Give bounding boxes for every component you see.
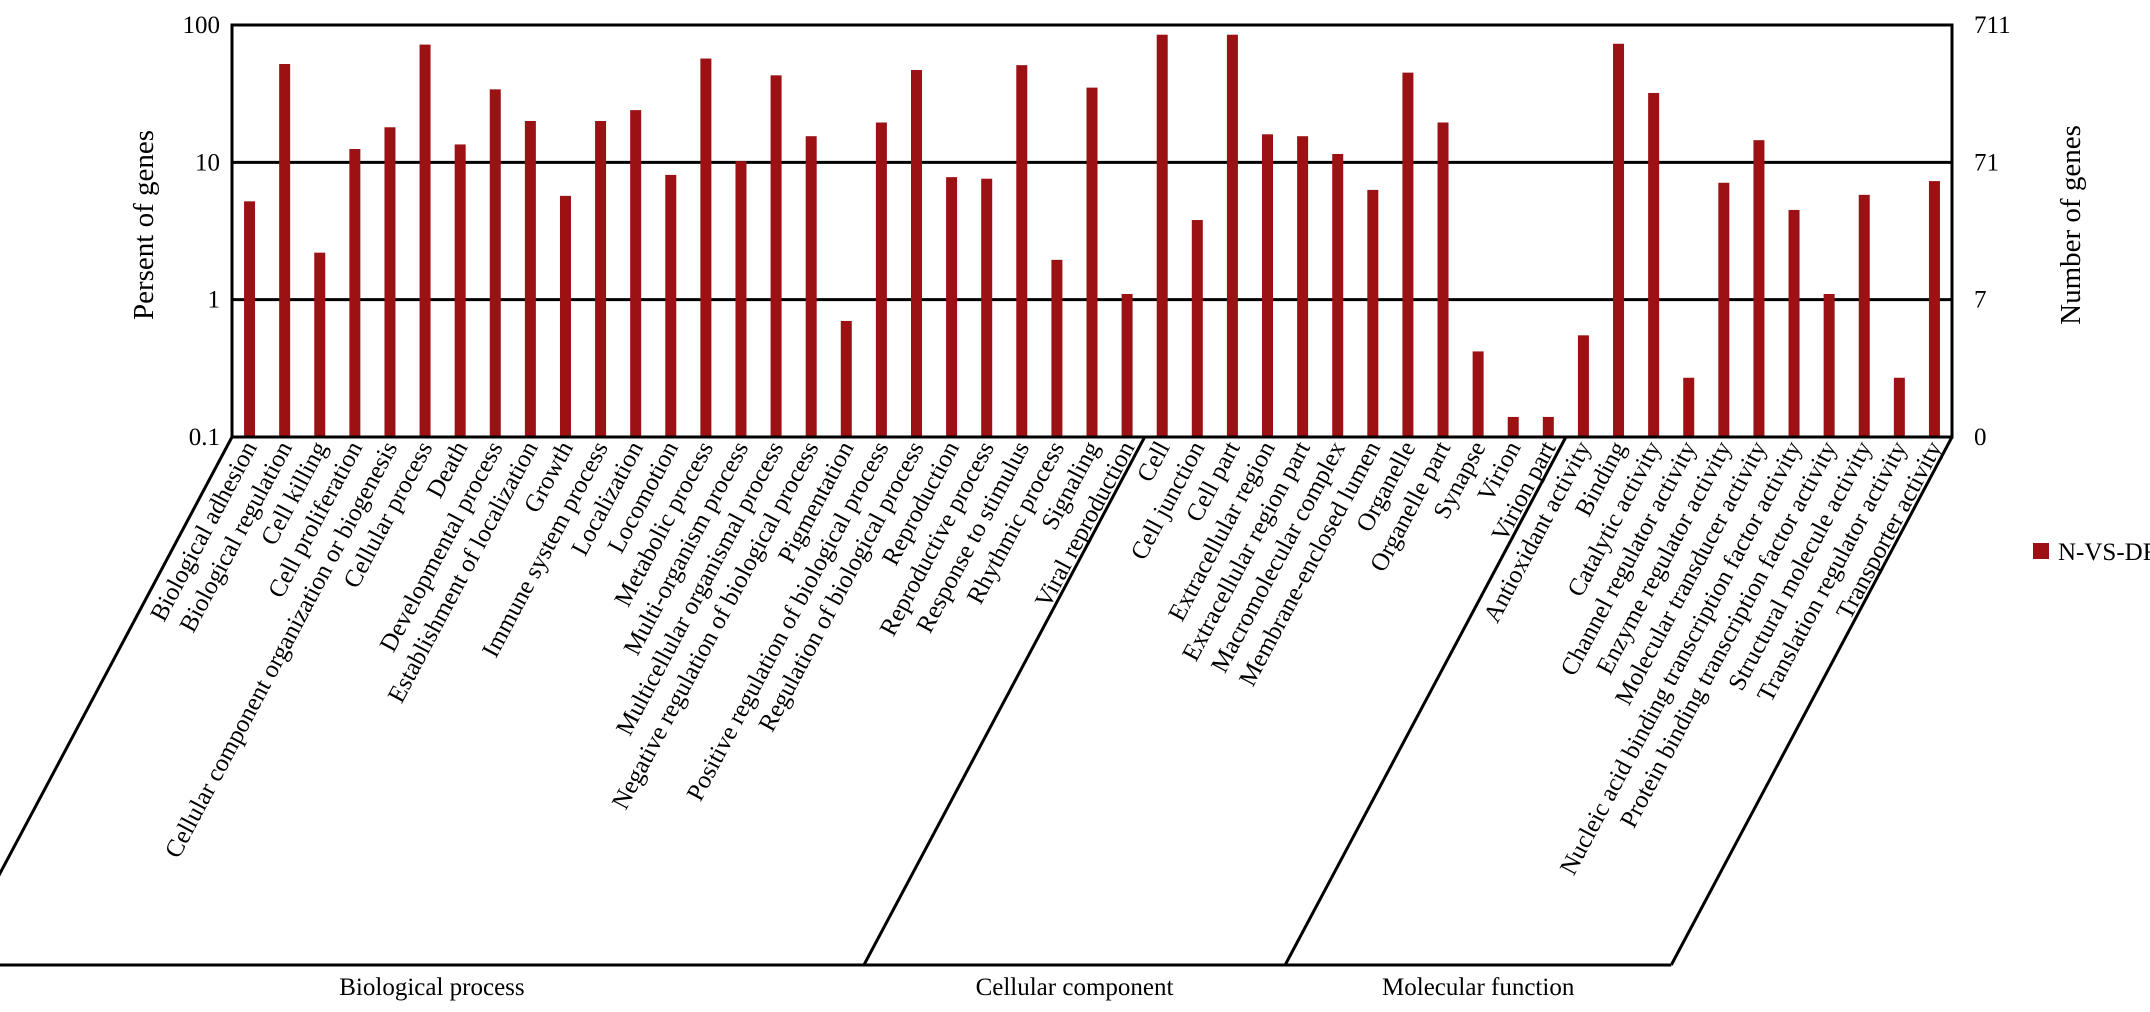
- bar: [946, 177, 958, 437]
- y-axis-title-right: Number of genes: [2055, 125, 2087, 325]
- bar: [279, 64, 291, 438]
- legend-swatch: [2033, 543, 2049, 559]
- y-tick-label-left: 10: [195, 149, 220, 176]
- bar: [1437, 122, 1449, 437]
- bar: [1928, 181, 1940, 437]
- group-divider: [1283, 436, 1568, 966]
- group-divider: [862, 436, 1146, 966]
- bar: [1016, 65, 1028, 437]
- y-tick-label-right: 71: [1974, 149, 1999, 176]
- bar: [1507, 416, 1519, 437]
- bar: [1051, 259, 1063, 437]
- group-divider: [1669, 436, 1954, 966]
- bar: [489, 89, 501, 437]
- bar: [1858, 194, 1870, 437]
- bar: [981, 178, 993, 437]
- bar: [630, 110, 642, 438]
- bar: [454, 144, 466, 438]
- bar: [1613, 43, 1625, 438]
- bar: [1402, 72, 1414, 437]
- bar: [700, 58, 712, 437]
- bar: [1367, 189, 1379, 437]
- bar: [1753, 140, 1765, 438]
- bar: [1893, 377, 1905, 437]
- group-label: Cellular component: [976, 974, 1174, 1001]
- group-label: Molecular function: [1382, 974, 1575, 1001]
- group-divider: [0, 436, 234, 877]
- y-tick-label-right: 7: [1974, 287, 1987, 314]
- bar: [384, 127, 396, 437]
- axes: 0.1 1 10 100 0 7 71 711: [183, 12, 2011, 451]
- bar: [840, 320, 852, 437]
- bar: [1648, 92, 1660, 437]
- bar: [770, 75, 782, 437]
- y-axis-title-left: Persent of genes: [128, 130, 160, 320]
- bar: [665, 174, 677, 437]
- bars: [244, 34, 1940, 438]
- bar: [419, 44, 431, 437]
- bar: [1156, 34, 1168, 437]
- bar: [1226, 34, 1238, 437]
- legend: N-VS-DR16W: [2033, 539, 2150, 566]
- bar: [1683, 377, 1695, 437]
- bar: [1718, 182, 1730, 437]
- bar: [805, 136, 817, 437]
- y-tick-label-right: 711: [1974, 12, 2011, 39]
- bar: [1297, 136, 1309, 437]
- group-labels: Biological process Cellular component Mole…: [0, 436, 1954, 1001]
- bar: [735, 161, 747, 438]
- bar: [1121, 293, 1133, 437]
- bar: [349, 149, 361, 437]
- bar: [875, 122, 887, 437]
- bar: [559, 195, 571, 437]
- bar: [1577, 335, 1589, 437]
- y-tick-label-right: 0: [1974, 424, 1987, 451]
- bar: [595, 120, 607, 437]
- bar: [1262, 134, 1274, 438]
- y-tick-label-left: 100: [183, 12, 221, 39]
- bar: [1542, 416, 1554, 437]
- y-tick-label-left: 1: [208, 287, 221, 314]
- group-label: Biological process: [339, 974, 524, 1001]
- bar: [1332, 153, 1344, 437]
- bar: [910, 70, 922, 437]
- legend-label: N-VS-DR16W: [2058, 539, 2150, 566]
- plot-frame: [230, 23, 1954, 439]
- bar: [1086, 87, 1098, 437]
- bar: [1472, 351, 1484, 437]
- bar: [1788, 209, 1800, 437]
- bar: [524, 120, 536, 437]
- bar: [244, 201, 256, 437]
- bar: [1823, 293, 1835, 437]
- y-tick-label-left: 0.1: [189, 424, 220, 451]
- bar: [314, 252, 326, 437]
- bar: [1191, 220, 1203, 437]
